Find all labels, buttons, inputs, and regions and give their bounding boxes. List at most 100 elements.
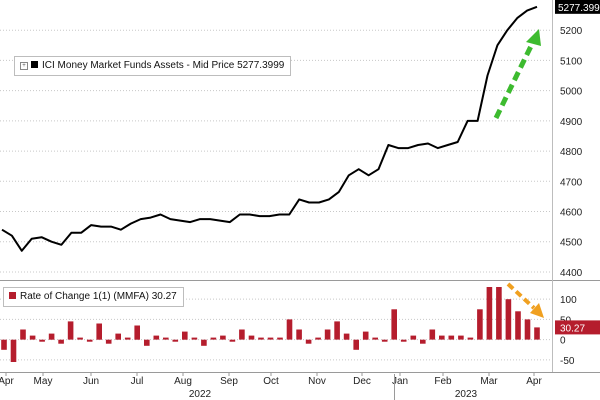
orange-down-arrow-icon [530, 303, 544, 318]
green-up-arrow-icon [526, 29, 541, 46]
x-year-label: 2023 [455, 389, 478, 400]
orange-down-arrow-shaft [506, 282, 536, 310]
roc-bar [10, 339, 17, 362]
roc-bar [343, 333, 350, 340]
roc-bar [86, 339, 93, 342]
roc-bar [239, 329, 245, 340]
roc-bar [324, 329, 331, 340]
x-tick-label: Sep [220, 376, 238, 387]
x-tick-label: Nov [308, 376, 326, 387]
x-tick-label: Jan [392, 376, 408, 387]
roc-bar [134, 325, 140, 340]
roc-bar [153, 335, 160, 340]
roc-bar [524, 319, 531, 340]
roc-bar [534, 327, 540, 340]
roc-bar [467, 337, 474, 340]
roc-bar [248, 335, 255, 340]
roc-bar [410, 335, 417, 340]
x-tick-label: Oct [263, 376, 279, 387]
roc-bar [67, 321, 74, 340]
y-tick-label: 5200 [560, 26, 583, 37]
y-tick-label: 4800 [560, 147, 583, 158]
roc-bar [220, 335, 226, 340]
x-tick-label: Feb [434, 376, 452, 387]
x-year-label: 2022 [189, 389, 212, 400]
y-tick-label: 4400 [560, 268, 583, 279]
roc-bar [296, 329, 302, 340]
roc-legend-value: 30.27 [151, 291, 177, 302]
roc-bar [381, 339, 388, 342]
roc-bar [163, 337, 169, 340]
roc-bar [429, 329, 436, 340]
green-up-arrow-shaft [493, 40, 536, 120]
roc-bar [439, 335, 445, 340]
price-legend: + ICI Money Market Funds Assets - Mid Pri… [14, 56, 292, 76]
legend-swatch-icon [31, 61, 38, 68]
y-tick-label: 4900 [560, 117, 583, 128]
y-tick-label: -50 [560, 356, 575, 367]
roc-bar [144, 339, 150, 346]
y-tick-label: 4600 [560, 208, 583, 219]
legend-expand-icon[interactable]: + [20, 62, 28, 70]
roc-legend-name: Rate of Change 1(1) (MMFA) [20, 291, 149, 302]
roc-legend: Rate of Change 1(1) (MMFA) 30.27 [3, 287, 184, 307]
roc-bar [477, 309, 483, 340]
roc-bar [172, 339, 179, 342]
roc-bar [191, 337, 198, 340]
roc-bar [258, 337, 264, 340]
roc-bar [124, 337, 131, 340]
roc-bar [96, 323, 102, 340]
y-tick-label: 100 [560, 295, 577, 306]
roc-bar [77, 337, 83, 340]
x-tick-label: Jun [83, 376, 99, 387]
roc-bar [201, 339, 207, 346]
roc-bar [29, 335, 36, 340]
price-last-value-tag [555, 0, 600, 14]
roc-bar [1, 339, 7, 350]
roc-bar [353, 339, 359, 350]
x-tick-label: Apr [526, 376, 542, 387]
roc-bar [286, 319, 293, 340]
roc-bar [486, 287, 493, 340]
y-tick-label: 5100 [560, 56, 583, 67]
roc-bar [458, 335, 464, 340]
roc-bar [372, 337, 378, 340]
roc-bar [362, 331, 369, 340]
roc-bar [305, 339, 312, 344]
roc-bar [505, 299, 512, 340]
roc-last-value-tag [555, 320, 600, 335]
x-tick-label: May [34, 376, 53, 387]
roc-bar [400, 339, 407, 342]
price-last-value-text: 5277.3999 [558, 3, 600, 14]
x-tick-label: Mar [480, 376, 498, 387]
roc-bar [315, 337, 321, 340]
roc-bar [115, 333, 121, 340]
roc-bar [277, 337, 283, 340]
roc-bar [229, 339, 236, 342]
y-tick-label: 5000 [560, 87, 583, 98]
roc-bar [39, 339, 45, 342]
roc-bar [420, 339, 426, 344]
roc-bar [391, 309, 397, 340]
x-tick-label: Aug [174, 376, 192, 387]
roc-bar [105, 339, 112, 344]
y-tick-label: 4700 [560, 177, 583, 188]
roc-last-value-text: 30.27 [560, 323, 585, 334]
x-tick-label: Dec [353, 376, 371, 387]
roc-bar [20, 329, 26, 340]
price-legend-name: ICI Money Market Funds Assets - Mid Pric… [42, 60, 235, 71]
legend-swatch-icon [9, 292, 16, 299]
roc-bar [496, 287, 502, 340]
roc-bar [267, 337, 274, 340]
x-tick-label: Jul [131, 376, 144, 387]
x-tick-label: Apr [0, 376, 14, 387]
price-series-line [1, 5, 538, 252]
roc-bar [515, 311, 521, 340]
price-legend-value: 5277.3999 [237, 60, 285, 71]
roc-bar [334, 321, 340, 340]
roc-bar [58, 339, 64, 344]
roc-bar [448, 335, 455, 340]
roc-bar [210, 337, 217, 340]
y-tick-label: 4500 [560, 238, 583, 249]
